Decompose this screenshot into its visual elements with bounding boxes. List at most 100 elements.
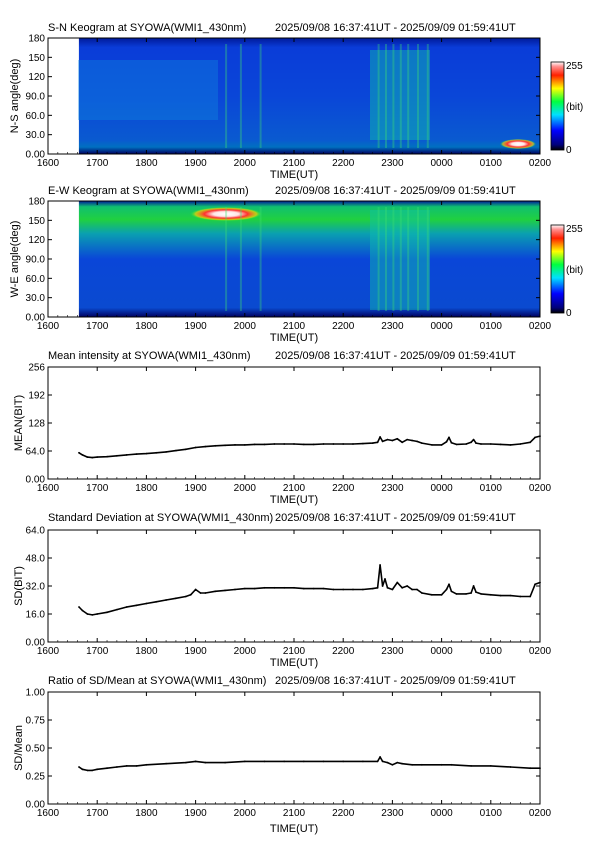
ratio-data-point [529, 767, 532, 770]
sn-xtick-label: 2100 [283, 158, 306, 169]
ew-xtick-label: 1700 [86, 321, 109, 332]
mean-data-point [499, 443, 502, 446]
sd-data-point [401, 586, 404, 589]
ratio-data-point [283, 760, 286, 763]
sd-data-point [332, 588, 335, 591]
ratio-ytick-label: 0.00 [26, 800, 46, 811]
sn-xtick-label: 1900 [184, 158, 207, 169]
mean-data-point [106, 455, 108, 458]
ratio-data-point [194, 760, 197, 763]
mean-data-point [362, 442, 364, 445]
ratio-data-point [396, 761, 399, 764]
mean-data-point [509, 444, 512, 446]
mean-xtick-label: 2300 [381, 483, 404, 494]
ratio-data-point [184, 761, 187, 764]
mean-data-point [440, 444, 443, 446]
ew-keogram-panel: E-W Keogram at SYOWA(WMI1_430nm) 2025/09… [9, 185, 583, 344]
sn-range: 2025/09/08 16:37:41UT - 2025/09/09 01:59… [275, 22, 516, 34]
mean-data-point [480, 443, 482, 445]
sd-xtick-label: 1900 [184, 646, 207, 657]
mean-xtick-label: 1700 [86, 483, 109, 494]
ew-keogram-image [48, 201, 541, 317]
sn-xtick-label: 0000 [430, 158, 453, 169]
sd-data-point [509, 594, 512, 597]
sn-keogram-background [78, 38, 541, 154]
ratio-data-point [421, 763, 423, 766]
ratio-data-point [135, 765, 138, 767]
ew-range: 2025/09/08 16:37:41UT - 2025/09/09 01:59… [275, 185, 516, 197]
sd-ylabel: SD(BIT) [13, 566, 25, 606]
sd-data-point [342, 588, 345, 591]
ratio-data-point [376, 760, 379, 763]
sn-keogram-streak [407, 44, 410, 148]
sn-colorbar [550, 61, 565, 151]
ratio-ytick-label: 1.00 [26, 688, 46, 699]
ratio-data-point [302, 760, 305, 763]
ew-ytick-label: 150 [28, 216, 45, 227]
sn-keogram-streak [399, 44, 402, 148]
ew-ytick-label: 180 [28, 197, 45, 208]
mean-data-point [416, 440, 418, 443]
mean-data-point [379, 436, 381, 438]
ew-xtick-label: 0000 [430, 321, 453, 332]
sd-data-point [411, 588, 413, 591]
sd-data-point [204, 592, 207, 594]
sd-range: 2025/09/08 16:37:41UT - 2025/09/09 01:59… [275, 512, 516, 524]
sd-data-point [465, 593, 468, 595]
mean-data-point [243, 444, 246, 446]
sd-data-point [106, 611, 108, 614]
sn-keogram-streak [225, 44, 228, 148]
sd-ytick-label: 16.0 [26, 610, 46, 621]
ratio-range: 2025/09/08 16:37:41UT - 2025/09/09 01:59… [275, 675, 516, 687]
sn-keogram-early-band [78, 60, 218, 120]
sd-xtick-label: 2000 [234, 646, 257, 657]
mean-ylabel: MEAN(BIT) [13, 395, 25, 451]
ratio-data-point [165, 762, 168, 765]
mean-data-point [214, 444, 217, 447]
sn-xtick-label: 0200 [529, 158, 552, 169]
mean-ytick-label: 192 [28, 391, 45, 402]
ratio-xtick-label: 0000 [430, 808, 453, 819]
mean-data-point [450, 441, 453, 444]
ew-ylabel: W-E angle(deg) [9, 221, 21, 298]
sd-data-point [145, 602, 148, 605]
ew-xtick-label: 2200 [332, 321, 355, 332]
sd-ytick-label: 48.0 [26, 554, 46, 565]
ratio-ytick-label: 0.75 [26, 716, 46, 727]
mean-xtick-label: 0000 [430, 483, 453, 494]
mean-data-point [234, 444, 236, 446]
sn-xtick-label: 2300 [381, 158, 404, 169]
mean-range: 2025/09/08 16:37:41UT - 2025/09/09 01:59… [275, 350, 516, 362]
ew-keogram-streak [385, 207, 387, 311]
sd-data-point [376, 586, 379, 589]
sn-title: S-N Keogram at SYOWA(WMI1_430nm) [48, 22, 246, 34]
mean-data-point [312, 443, 315, 446]
sn-keogram-streak [426, 44, 429, 148]
ratio-data-point [401, 762, 404, 765]
ratio-xtick-label: 2100 [283, 808, 306, 819]
ratio-xlabel: TIME(UT) [270, 823, 318, 835]
ew-keogram-bright-spot [190, 207, 262, 221]
mean-data-point [489, 443, 492, 445]
ratio-data-point [509, 766, 512, 768]
mean-data-point [475, 442, 477, 444]
ratio-data-point [391, 763, 394, 766]
sd-data-point [175, 597, 177, 600]
sn-keogram-streak [239, 44, 242, 148]
mean-data-point [342, 443, 345, 445]
sd-xtick-label: 1600 [37, 646, 60, 657]
sd-ytick-label: 64.0 [26, 526, 46, 537]
sn-keogram-streak [377, 44, 380, 148]
mean-xtick-label: 1900 [184, 483, 207, 494]
ratio-xtick-label: 0100 [480, 808, 503, 819]
ew-keogram-streak [225, 207, 228, 311]
mean-xtick-label: 2100 [283, 483, 306, 494]
mean-data-point [155, 451, 158, 454]
mean-data-point [455, 443, 458, 446]
mean-data-point [376, 441, 379, 444]
mean-data-point [470, 441, 472, 444]
ratio-series-line [78, 756, 540, 772]
mean-xtick-label: 2000 [234, 483, 257, 494]
mean-data-point [81, 454, 84, 456]
sd-data-point [283, 586, 286, 589]
